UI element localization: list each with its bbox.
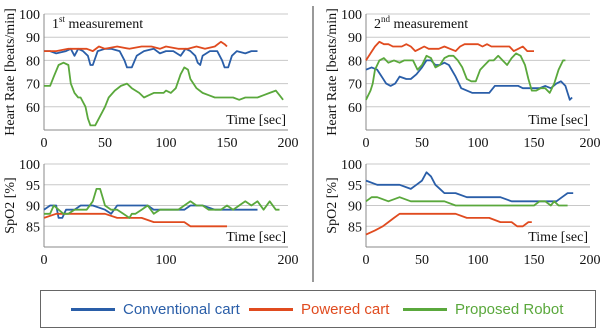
panel-title-suffix: measurement [390,17,468,32]
x-tick-label: 0 [41,136,48,151]
x-tick-label: 0 [363,136,370,151]
series-line-powered-cart [44,40,228,52]
series-line-powered-cart [43,212,227,228]
series-line-powered-cart [365,40,534,61]
y-tick-label: 90 [26,200,40,215]
x-tick-label: 100 [156,253,177,268]
x-tick-label: 0 [363,253,370,268]
x-tick-label: 50 [415,136,429,151]
panel-top-left: 60 70 80 90 100 0 50 100 150 200 Time [sec] Heart R… [3,8,299,151]
legend-swatch-powered-cart [249,307,293,311]
y-tick-label: 60 [26,101,40,116]
x-tick-label: 100 [156,136,177,151]
y-tick-label: 80 [348,54,362,69]
series-line-conventional-cart [365,59,573,101]
series-line-proposed-robot [44,61,284,127]
x-tick-label: 150 [524,253,545,268]
y-axis-label: Heart Rate [beats/min] [3,8,18,136]
legend: Conventional cart Powered cart Proposed … [40,290,596,328]
y-axis-label: SpO2 [%] [325,177,340,233]
panel-title-number: 2 [374,17,381,32]
y-tick-label: 100 [341,158,362,173]
y-tick-label: 100 [341,8,362,23]
series-line-conventional-cart [44,47,258,69]
legend-swatch-proposed-robot [403,307,447,311]
x-tick-label: 50 [98,136,112,151]
x-tick-label: 200 [580,136,601,151]
panel-title: 1st measurement [52,14,143,32]
series-line-conventional-cart [43,204,258,219]
series-line-proposed-robot [365,52,566,101]
x-tick-label: 150 [217,136,238,151]
x-axis-label: Time [sec] [226,230,286,245]
y-axis-label: Heart Rate [beats/min] [325,8,340,136]
y-tick-label: 85 [26,220,40,235]
x-tick-label: 200 [278,253,299,268]
y-tick-label: 70 [26,78,40,93]
y-tick-label: 95 [348,179,362,194]
y-axis-label: SpO2 [%] [3,177,18,233]
legend-label-powered-cart: Powered cart [301,300,390,318]
y-tick-label: 90 [348,31,362,46]
panel-title-number: 1 [52,17,59,32]
x-axis-label: Time [sec] [528,113,588,128]
legend-label-proposed-robot: Proposed Robot [455,300,564,318]
y-tick-label: 90 [348,200,362,215]
panel-bottom-right: 85 90 95 100 0 50 100 150 200 Time [sec] SpO2 [%] [325,158,601,268]
panel-title-superscript: st [59,14,66,24]
legend-swatch-conventional-cart [71,307,115,311]
x-tick-label: 100 [468,136,489,151]
legend-label-conventional-cart: Conventional cart [123,300,240,318]
x-tick-label: 50 [415,253,429,268]
series-line-conventional-cart [365,171,574,203]
legend-item-powered-cart: Powered cart [249,299,389,319]
series-line-proposed-robot [44,187,280,219]
y-tick-label: 100 [19,8,40,23]
y-tick-label: 90 [26,31,40,46]
legend-item-conventional-cart: Conventional cart [71,299,240,319]
series-line-proposed-robot [365,196,568,207]
x-axis-label: Time [sec] [226,113,286,128]
x-tick-label: 100 [468,253,489,268]
x-tick-label: 200 [580,253,601,268]
panel-bottom-left: 85 90 95 100 0 100 200 Time [sec] SpO2 [%] [3,158,299,268]
panel-title-superscript: nd [381,14,391,24]
y-tick-label: 100 [19,158,40,173]
x-tick-label: 150 [524,136,545,151]
y-tick-label: 95 [26,179,40,194]
x-tick-label: 200 [278,136,299,151]
panel-top-right: 60 70 80 90 100 0 50 100 150 200 Time [sec] Heart R… [325,8,601,151]
y-tick-label: 70 [348,78,362,93]
panel-title-suffix: measurement [65,17,143,32]
series-line-powered-cart [365,212,532,236]
y-tick-label: 80 [26,54,40,69]
x-tick-label: 0 [41,253,48,268]
legend-item-proposed-robot: Proposed Robot [403,299,563,319]
panel-title: 2nd measurement [374,14,468,32]
y-tick-label: 85 [348,220,362,235]
x-axis-label: Time [sec] [528,230,588,245]
y-tick-label: 60 [348,101,362,116]
